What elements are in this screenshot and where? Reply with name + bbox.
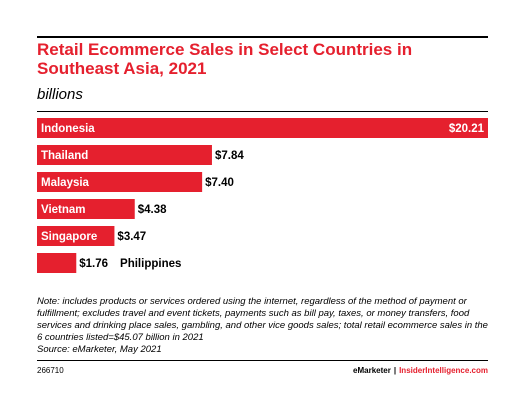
bar-malaysia <box>37 172 203 192</box>
top-rule <box>37 36 488 38</box>
bar-vietnam <box>37 199 135 219</box>
value-label: $4.38 <box>138 204 167 216</box>
category-label: Vietnam <box>41 204 86 216</box>
chart-id: 266710 <box>37 366 64 375</box>
brand-name: eMarketer <box>353 366 391 375</box>
brand-separator: | <box>393 366 397 375</box>
bar-indonesia <box>37 118 488 138</box>
value-label: $3.47 <box>117 231 146 243</box>
category-label: Thailand <box>41 150 88 162</box>
value-label: $7.84 <box>215 150 244 162</box>
bar-singapore <box>37 226 115 246</box>
chart-subtitle: billions <box>37 86 83 103</box>
category-label: Malaysia <box>41 177 90 189</box>
value-label: $1.76 <box>79 258 108 270</box>
value-label: $20.21 <box>449 123 485 135</box>
category-label: Singapore <box>41 231 97 243</box>
category-label: Indonesia <box>41 123 95 135</box>
footer-brand: eMarketer | InsiderIntelligence.com <box>353 366 488 375</box>
brand-site: InsiderIntelligence.com <box>399 366 488 375</box>
note-text: Note: includes products or services orde… <box>37 296 488 343</box>
value-label: $7.40 <box>205 177 234 189</box>
chart-title: Retail Ecommerce Sales in Select Countri… <box>37 40 413 78</box>
category-label: Philippines <box>120 258 181 270</box>
bar-thailand <box>37 145 212 165</box>
source-text: Source: eMarketer, May 2021 <box>37 344 162 355</box>
bar-philippines <box>37 253 77 273</box>
header-rule <box>37 111 488 112</box>
footer-rule <box>37 360 488 361</box>
chart-note: Note: includes products or services orde… <box>37 296 492 356</box>
